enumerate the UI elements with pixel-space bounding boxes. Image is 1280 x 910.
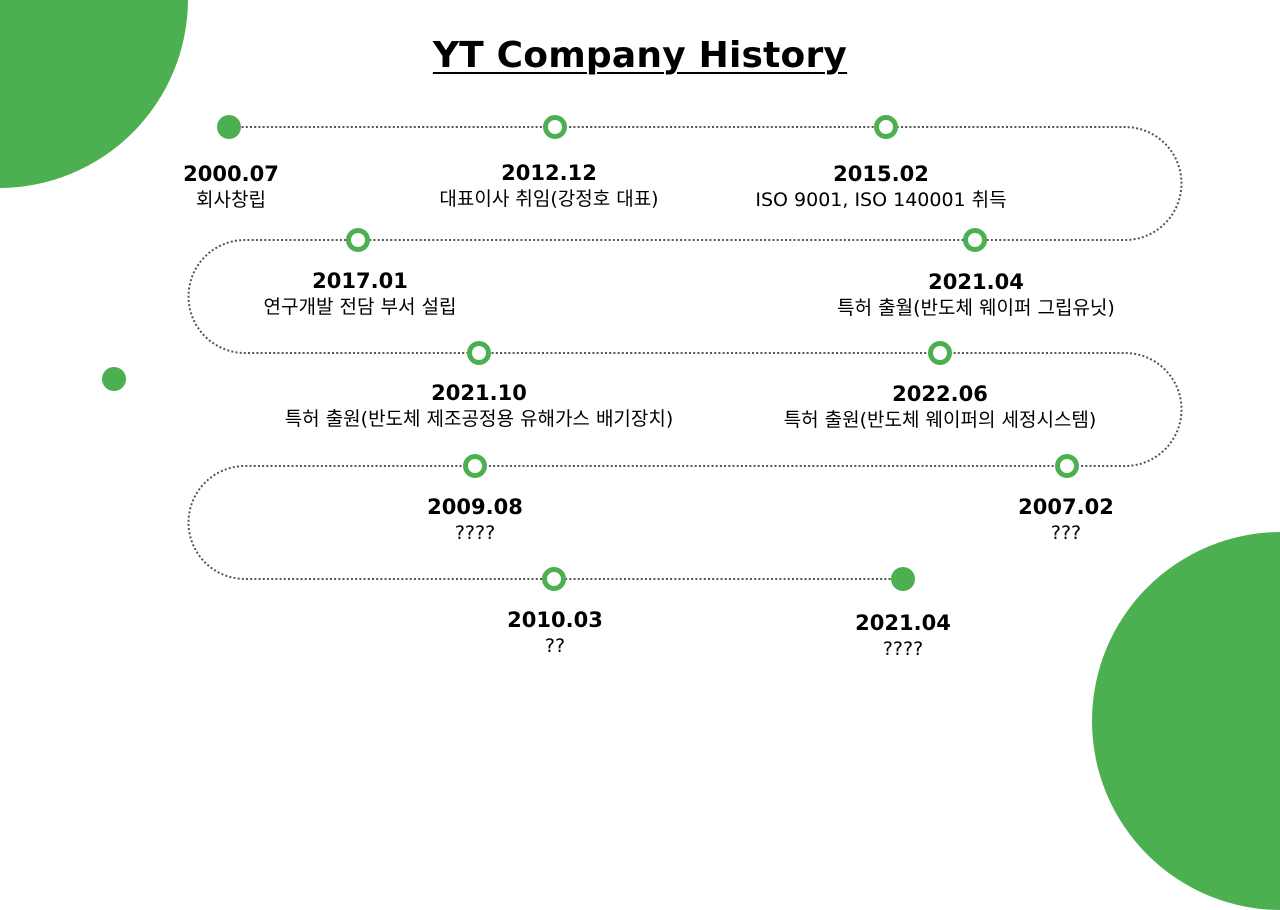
timeline-marker — [1055, 454, 1079, 478]
event-description: 회사창립 — [196, 189, 266, 211]
timeline-marker — [874, 115, 898, 139]
timeline-event: 2010.03?? — [335, 607, 775, 659]
event-date: 2022.06 — [892, 382, 988, 406]
event-date: 2021.10 — [431, 381, 527, 405]
event-date: 2000.07 — [183, 162, 279, 186]
event-description: ISO 9001, ISO 140001 취득 — [755, 189, 1007, 211]
timeline-marker — [543, 115, 567, 139]
timeline-event: 2021.10 특허 출원(반도체 제조공정용 유해가스 배기장치) — [259, 380, 699, 432]
event-date: 2007.02 — [1018, 495, 1114, 519]
timeline-marker — [467, 341, 491, 365]
page-title-text: YT Company History — [432, 35, 848, 76]
timeline-marker — [463, 454, 487, 478]
timeline-event: 2017.01 연구개발 전담 부서 설립 — [140, 268, 580, 320]
timeline-event: 2021.04 특허 출월(반도체 웨이퍼 그립유닛) — [756, 269, 1196, 321]
event-date: 2021.04 — [928, 270, 1024, 294]
timeline-marker — [963, 228, 987, 252]
event-description: 특허 출원(반도체 웨이퍼의 세정시스템) — [783, 409, 1097, 431]
event-date: 2017.01 — [312, 269, 408, 293]
timeline-marker — [542, 567, 566, 591]
event-date: 2010.03 — [507, 608, 603, 632]
event-description: ?? — [544, 635, 566, 657]
timeline-marker — [346, 228, 370, 252]
event-description: 특허 출월(반도체 웨이퍼 그립유닛) — [837, 297, 1115, 319]
event-description: ???? — [454, 522, 496, 544]
event-date: 2021.04 — [855, 611, 951, 635]
timeline-marker — [928, 341, 952, 365]
timeline-path — [187, 115, 1183, 591]
timeline-event: 2000.07 회사창립 — [11, 161, 451, 213]
timeline-marker — [891, 567, 915, 591]
timeline-event: 2021.04???? — [683, 610, 1123, 662]
event-description: ???? — [882, 638, 924, 660]
timeline-event: 2015.02 ISO 9001, ISO 140001 취득 — [661, 161, 1101, 213]
event-date: 2015.02 — [833, 162, 929, 186]
event-description: 특허 출원(반도체 제조공정용 유해가스 배기장치) — [284, 408, 674, 430]
timeline-event: 2007.02??? — [846, 494, 1280, 546]
timeline-event: 2009.08???? — [255, 494, 695, 546]
event-description: 연구개발 전담 부서 설립 — [263, 296, 457, 318]
timeline-event: 2022.06 특허 출원(반도체 웨이퍼의 세정시스템) — [720, 381, 1160, 433]
event-description: 대표이사 취임(강정호 대표) — [439, 188, 659, 210]
event-description: ??? — [1050, 522, 1082, 544]
page-title: YT Company History — [0, 34, 1280, 78]
timeline-event: 2012.12 대표이사 취임(강정호 대표) — [329, 160, 769, 212]
timeline-marker — [217, 115, 241, 139]
event-date: 2009.08 — [427, 495, 523, 519]
event-date: 2012.12 — [501, 161, 597, 185]
decorative-dot — [102, 367, 126, 391]
